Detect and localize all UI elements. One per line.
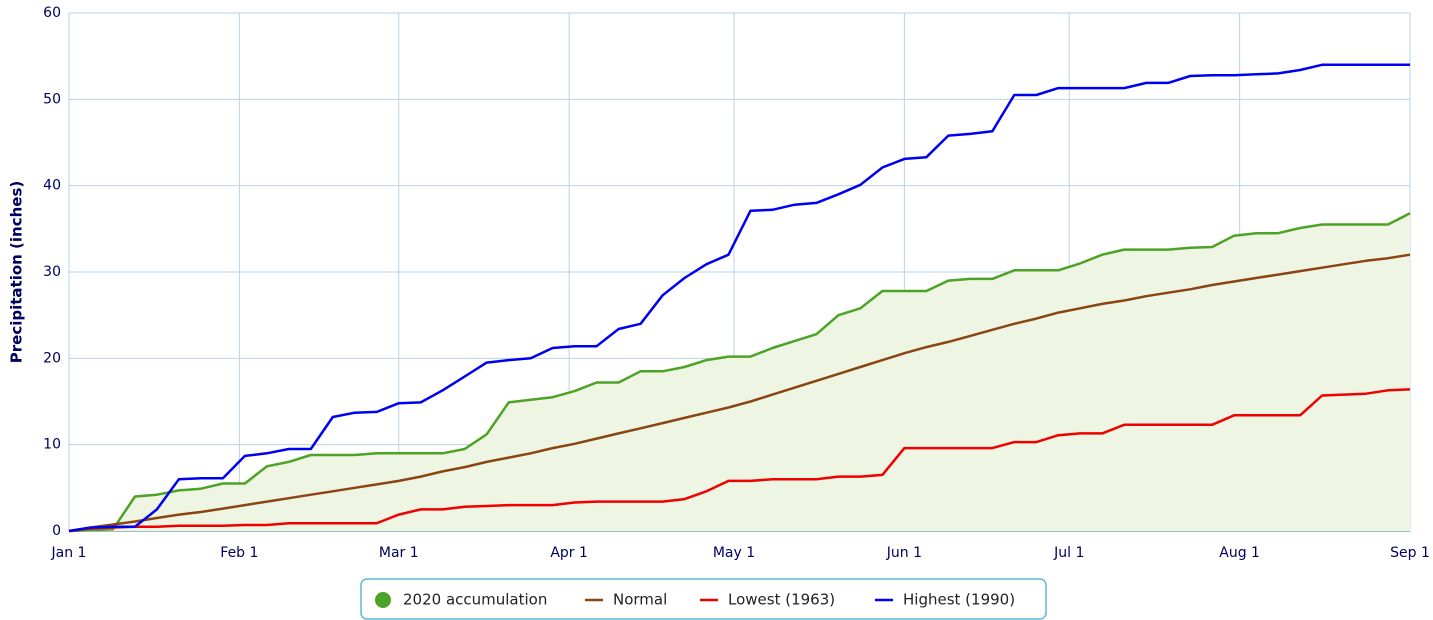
- x-tick-label: Aug 1: [1219, 545, 1260, 561]
- legend-label: Lowest (1963): [728, 591, 835, 609]
- series-line: [68, 63, 1410, 533]
- y-axis-title: Precipitation (inches): [8, 181, 26, 364]
- x-tick-label: Sep 1: [1390, 545, 1430, 561]
- y-tick-label: 50: [43, 91, 61, 107]
- x-tick-label: Jul 1: [1053, 545, 1084, 561]
- x-tick-label: Jun 1: [886, 545, 922, 561]
- y-tick-label: 30: [43, 264, 61, 280]
- y-tick-label: 20: [43, 350, 61, 366]
- y-tick-label: 60: [43, 5, 61, 21]
- x-tick-label: Mar 1: [379, 545, 419, 561]
- x-tick-label: Jan 1: [51, 545, 87, 561]
- y-tick-label: 40: [43, 178, 61, 194]
- legend-label: Highest (1990): [903, 591, 1015, 609]
- x-tick-label: Feb 1: [220, 545, 258, 561]
- series-line: [68, 388, 1411, 533]
- y-tick-label: 10: [43, 437, 61, 453]
- legend-label: Normal: [613, 591, 667, 609]
- legend-label: 2020 accumulation: [403, 591, 547, 609]
- series-line: [68, 253, 1411, 533]
- legend-marker: [375, 592, 391, 608]
- y-tick-label: 0: [52, 523, 61, 539]
- area: [69, 213, 1410, 532]
- x-tick-label: May 1: [713, 545, 755, 561]
- x-tick-label: Apr 1: [550, 545, 588, 561]
- series-line: [68, 212, 1411, 533]
